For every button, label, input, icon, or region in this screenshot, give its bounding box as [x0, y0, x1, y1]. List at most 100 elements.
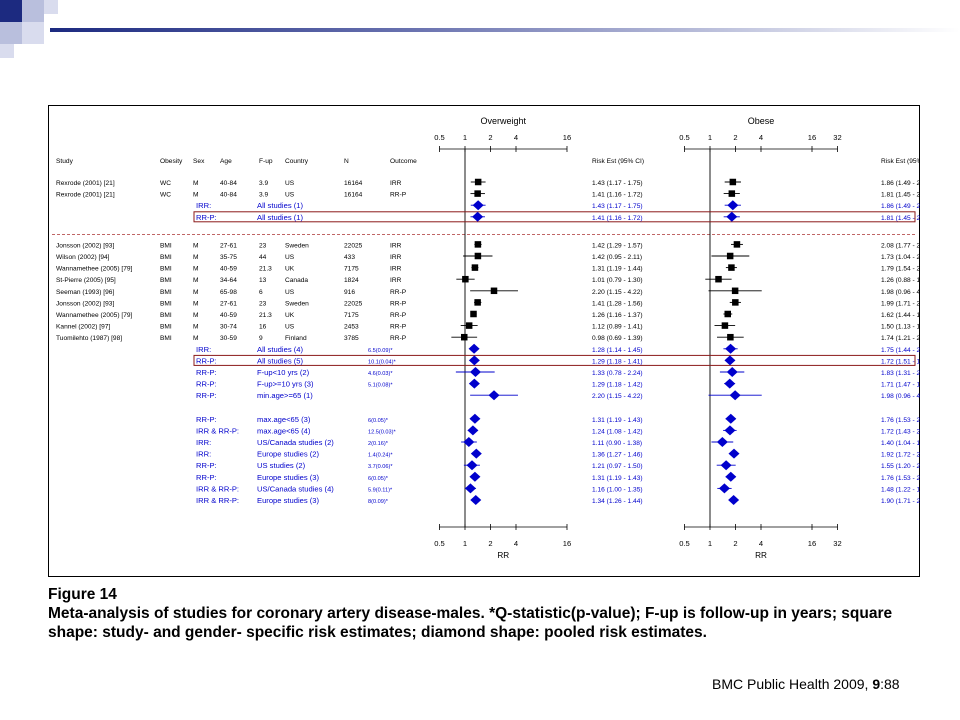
q-statistic: 1.4(0.24)*	[368, 453, 393, 459]
study-name: Jonsson (2002) [93]	[56, 242, 114, 249]
study-country: Finland	[285, 335, 307, 342]
study-age: 35-75	[220, 254, 237, 261]
study-n: 2453	[344, 324, 359, 331]
axis-tick-label-top: 16	[563, 133, 571, 142]
risk-estimate-ob: 1.99 (1.71 - 2.32)	[881, 300, 920, 307]
study-name: St-Pierre (2005) [95]	[56, 277, 116, 284]
risk-estimate-ow: 1.42 (0.95 - 2.11)	[592, 254, 642, 261]
axis-tick-label-top: 0.5	[679, 133, 690, 142]
risk-estimate-ow: 1.31 (1.19 - 1.44)	[592, 266, 643, 273]
axis-tick-label-top: 16	[808, 133, 816, 142]
study-square	[490, 287, 498, 295]
study-country: Sweden	[285, 300, 309, 307]
study-age: 40-84	[220, 180, 237, 187]
pooled-type: IRR & RR-P:	[196, 426, 239, 435]
study-obesity: BMI	[160, 277, 172, 284]
study-fup: 44	[259, 254, 267, 261]
study-country: US	[285, 254, 295, 261]
risk-estimate-ow: 1.42 (1.29 - 1.57)	[592, 242, 643, 249]
study-outcome: IRR	[390, 242, 402, 249]
study-outcome: RR-P	[390, 335, 407, 342]
axis-tick-label-top: 2	[733, 133, 737, 142]
pooled-diamond	[725, 343, 737, 354]
study-fup: 23	[259, 300, 267, 307]
pooled-diamond	[467, 425, 479, 436]
study-obesity: WC	[160, 180, 171, 187]
study-name: Kannel (2002) [97]	[56, 324, 110, 331]
study-obesity: BMI	[160, 289, 172, 296]
axis-tick-label-bottom: 16	[563, 539, 571, 548]
pooled-group: All studies (5)	[257, 356, 303, 365]
title-rule	[50, 28, 960, 32]
risk-estimate-ow: 1.43 (1.17 - 1.75)	[592, 203, 643, 210]
pooled-type: RR-P:	[196, 415, 217, 424]
pooled-diamond	[468, 355, 480, 366]
risk-estimate-ow: 1.12 (0.89 - 1.41)	[592, 324, 643, 331]
study-age: 40-59	[220, 266, 237, 273]
pooled-diamond	[472, 200, 484, 211]
pooled-type: RR-P:	[196, 213, 217, 222]
pooled-diamond	[725, 413, 737, 424]
study-square	[728, 264, 735, 271]
axis-tick-label-top: 2	[488, 133, 492, 142]
study-obesity: BMI	[160, 242, 172, 249]
pooled-type: RR-P:	[196, 391, 217, 400]
risk-estimate-ob: 1.81 (1.45 - 2.25)	[881, 192, 920, 199]
axis-tick-label-bottom: 0.5	[679, 539, 690, 548]
study-fup: 13	[259, 277, 267, 284]
axis-tick-label-top: 4	[759, 133, 763, 142]
panel-title-ow: Overweight	[480, 116, 526, 126]
axis-tick-label-bottom: 1	[708, 539, 712, 548]
axis-tick-label-bottom: 4	[514, 539, 518, 548]
risk-estimate-ow: 1.24 (1.08 - 1.42)	[592, 428, 643, 435]
q-statistic: 5.9(0.11)*	[368, 487, 393, 493]
pooled-group: US studies (2)	[257, 461, 306, 470]
q-statistic: 6.5(0.09)*	[368, 348, 393, 354]
pooled-diamond	[468, 343, 480, 354]
corner-decoration	[0, 44, 14, 58]
risk-estimate-ob: 1.86 (1.49 - 2.32)	[881, 203, 920, 210]
risk-estimate-ow: 1.31 (1.19 - 1.43)	[592, 475, 643, 482]
study-fup: 3.9	[259, 192, 268, 199]
risk-estimate-ow: 1.41 (1.16 - 1.72)	[592, 215, 643, 222]
pooled-group: US/Canada studies (4)	[257, 484, 334, 493]
risk-estimate-ob: 1.86 (1.49 - 2.32)	[881, 180, 920, 187]
pooled-diamond	[470, 448, 482, 459]
axis-tick-label-bottom: 1	[463, 539, 467, 548]
pooled-group: F-up>=10 yrs (3)	[257, 380, 314, 389]
study-square	[733, 241, 741, 248]
study-country: US	[285, 289, 295, 296]
study-outcome: RR-P	[390, 312, 407, 319]
pooled-group: max.age<65 (4)	[257, 426, 311, 435]
pooled-diamond	[728, 448, 740, 459]
study-sex: M	[193, 266, 199, 273]
pooled-diamond	[469, 367, 481, 377]
study-fup: 3.9	[259, 180, 268, 187]
study-square	[470, 310, 477, 318]
pooled-type: IRR & RR-P:	[196, 484, 239, 493]
risk-estimate-ow: 1.28 (1.14 - 1.45)	[592, 347, 643, 354]
study-obesity: BMI	[160, 324, 172, 331]
pooled-diamond	[725, 471, 737, 482]
pooled-diamond	[718, 483, 730, 494]
study-obesity: WC	[160, 192, 171, 199]
study-sex: M	[193, 300, 199, 307]
pooled-type: IRR:	[196, 201, 211, 210]
study-fup: 16	[259, 324, 267, 331]
source-citation: BMC Public Health 2009, 9:88	[712, 676, 900, 692]
q-statistic: 12.5(0.03)*	[368, 429, 396, 435]
figure-caption: Figure 14 Meta-analysis of studies for c…	[48, 585, 928, 642]
q-statistic: 10.1(0.04)*	[368, 359, 396, 365]
study-obesity: BMI	[160, 335, 172, 342]
caption-label: Figure 14	[48, 586, 117, 603]
risk-estimate-ob: 1.26 (0.88 - 1.80)	[881, 277, 920, 284]
column-header-country: Country	[285, 158, 309, 165]
study-sex: M	[193, 192, 199, 199]
pooled-diamond	[463, 437, 475, 447]
study-country: Sweden	[285, 242, 309, 249]
pooled-type: IRR & RR-P:	[196, 496, 239, 505]
pooled-diamond	[726, 211, 738, 222]
risk-estimate-ow: 1.16 (1.00 - 1.35)	[592, 486, 643, 493]
study-name: Seeman (1993) [96]	[56, 289, 114, 296]
study-outcome: RR-P	[390, 300, 407, 307]
